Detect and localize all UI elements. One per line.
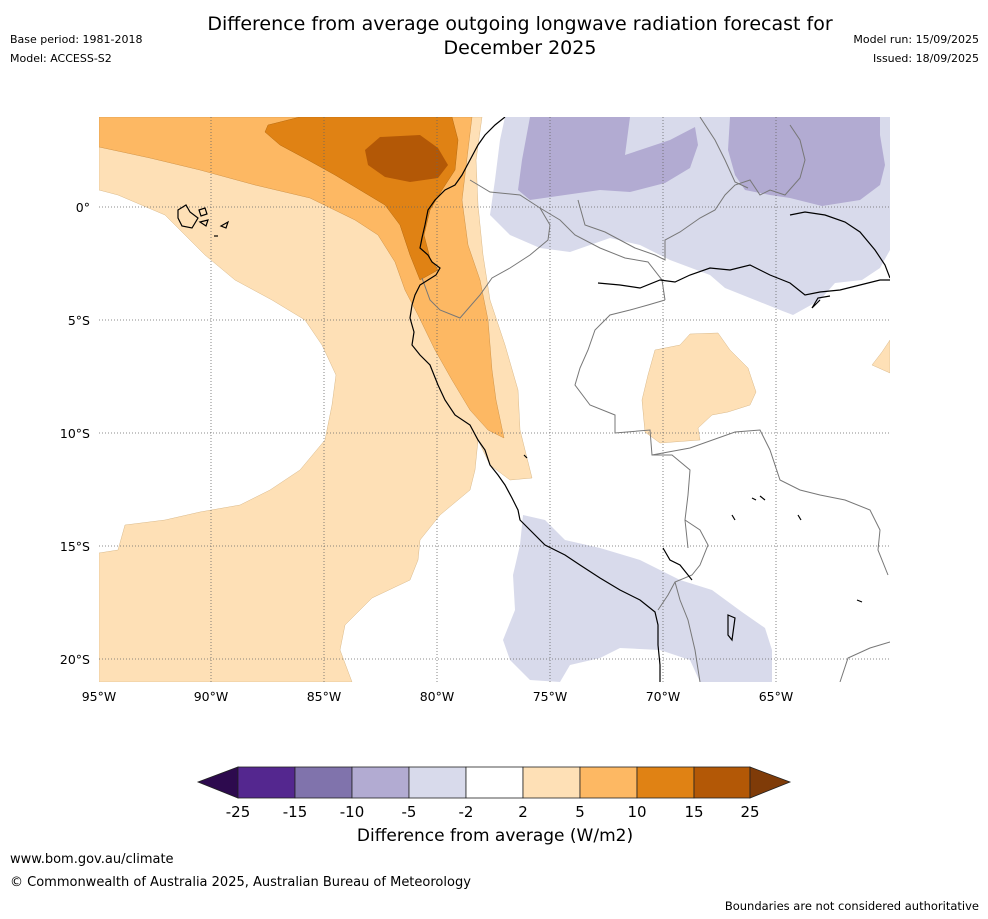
colorbar-bin-10-15: [636, 766, 695, 799]
colorbar-tick: -25: [226, 803, 251, 821]
anomaly-region-neg5-10: [518, 117, 885, 206]
issued-label: Issued: 18/09/2025: [872, 52, 979, 65]
title-line-2: December 2025: [443, 37, 597, 59]
longitude-labels: 95°W 90°W 85°W 80°W 75°W 70°W 65°W: [82, 689, 794, 704]
colorbar-tick: 2: [518, 803, 528, 821]
colorbar-bin-5-10: [579, 766, 638, 799]
footer-url: www.bom.gov.au/climate: [10, 852, 174, 867]
colorbar-bin-neg15-neg10: [294, 766, 353, 799]
anomaly-region-east-edge: [871, 339, 890, 374]
lon-label-85w: 85°W: [307, 689, 342, 704]
lat-label-0: 0°: [76, 200, 90, 215]
colorbar-extend-low: [196, 766, 239, 799]
lon-label-90w: 90°W: [194, 689, 229, 704]
islands: [177, 204, 863, 642]
map-area: [99, 117, 890, 682]
page-title: Difference from average outgoing longwav…: [150, 12, 890, 60]
footer-disclaimer: Boundaries are not considered authoritat…: [724, 899, 979, 913]
lon-label-95w: 95°W: [82, 689, 117, 704]
colorbar-bin-neg25-neg15: [237, 766, 296, 799]
lon-label-80w: 80°W: [420, 689, 455, 704]
anomaly-region-15-25: [365, 135, 448, 182]
colorbar-tick: -15: [283, 803, 308, 821]
country-borders: [421, 117, 890, 682]
lon-label-70w: 70°W: [646, 689, 681, 704]
colorbar-bin-2-5: [522, 766, 581, 799]
model-label: Model: ACCESS-S2: [10, 52, 112, 65]
colorbar: -25 -15 -10 -5 -2 2 5 10 15 25: [196, 766, 792, 821]
gridlines: [99, 117, 890, 682]
map: 0° 5°S 10°S 15°S 20°S 95°W 90°W 85°W 80°…: [60, 117, 890, 704]
colorbar-tick: 15: [684, 803, 703, 821]
title-line-1: Difference from average outgoing longwav…: [207, 13, 833, 35]
lat-label-10s: 10°S: [60, 426, 90, 441]
colorbar-tick: -2: [459, 803, 474, 821]
colorbar-tick: 10: [627, 803, 646, 821]
colorbar-bin-neg2-2: [465, 766, 524, 799]
colorbar-tick: -5: [402, 803, 417, 821]
footer-copyright: © Commonwealth of Australia 2025, Austra…: [10, 875, 471, 890]
colorbar-tick: -10: [340, 803, 365, 821]
colorbar-bin-15-25: [693, 766, 751, 799]
colorbar-bin-neg10-neg5: [351, 766, 410, 799]
colorbar-tick: 5: [575, 803, 585, 821]
colorbar-bin-neg5-neg2: [408, 766, 467, 799]
base-period-label: Base period: 1981-2018: [10, 33, 143, 46]
lon-label-75w: 75°W: [533, 689, 568, 704]
colorbar-tick: 25: [740, 803, 759, 821]
model-run-label: Model run: 15/09/2025: [853, 33, 979, 46]
lat-label-15s: 15°S: [60, 539, 90, 554]
lon-label-65w: 65°W: [759, 689, 794, 704]
lat-label-20s: 20°S: [60, 652, 90, 667]
lat-label-5s: 5°S: [68, 313, 90, 328]
colorbar-extend-high: [749, 766, 792, 799]
latitude-labels: 0° 5°S 10°S 15°S 20°S: [60, 200, 90, 667]
anomaly-region-peru: [641, 332, 757, 444]
coastline: [409, 117, 890, 682]
colorbar-label: Difference from average (W/m2): [356, 826, 634, 846]
